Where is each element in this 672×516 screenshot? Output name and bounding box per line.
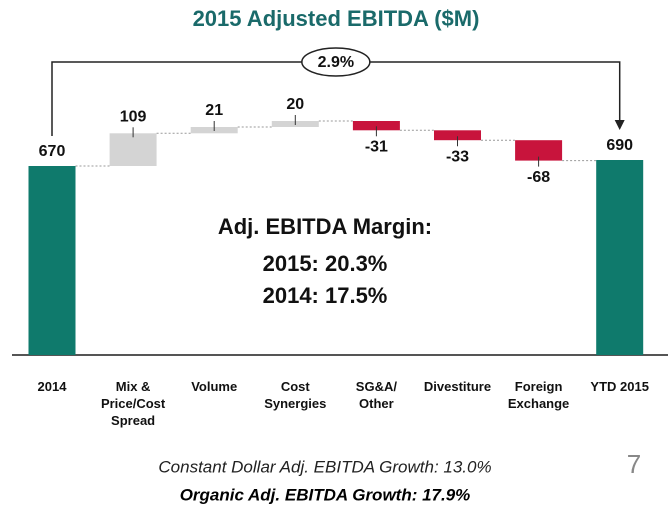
arrow-head	[614, 120, 625, 130]
annotation-oval	[301, 47, 371, 77]
bar	[596, 160, 644, 355]
footnote: Organic Adj. EBITDA Growth: 17.9%	[180, 485, 471, 504]
bar	[28, 166, 76, 355]
value-label: 690	[606, 137, 633, 154]
value-label: 21	[205, 102, 223, 119]
bar	[352, 121, 400, 131]
x-tick-label: YTD 2015	[590, 379, 649, 394]
value-label: -33	[446, 148, 469, 165]
x-tick-label: Foreign Exchange	[507, 379, 570, 411]
value-label: -68	[527, 169, 550, 186]
value-label: 20	[286, 96, 304, 113]
x-tick-label: Cost Synergies	[264, 379, 327, 411]
annotation: 2.9%	[318, 54, 354, 71]
x-tick-label: 2014	[37, 379, 67, 394]
x-tick-label: Volume	[191, 379, 238, 394]
x-tick-label: SG&A/ Other	[355, 379, 397, 411]
footnote: Constant Dollar Adj. EBITDA Growth: 13.0…	[158, 457, 491, 476]
chart-title: 2015 Adjusted EBITDA ($M)	[193, 6, 480, 31]
value-label: 109	[120, 109, 147, 126]
page-number: 7	[627, 449, 641, 479]
bar	[109, 133, 157, 166]
margin-line: 2014: 17.5%	[263, 283, 388, 308]
margin-line: 2015: 20.3%	[263, 251, 388, 276]
value-label: -31	[365, 139, 388, 156]
value-label: 670	[39, 143, 66, 160]
x-tick-label: Mix & Price/Cost Spread	[100, 379, 166, 428]
bar	[515, 140, 563, 161]
margin-title: Adj. EBITDA Margin:	[218, 214, 432, 239]
bar	[434, 130, 481, 141]
x-tick-label: Divestiture	[423, 379, 492, 394]
